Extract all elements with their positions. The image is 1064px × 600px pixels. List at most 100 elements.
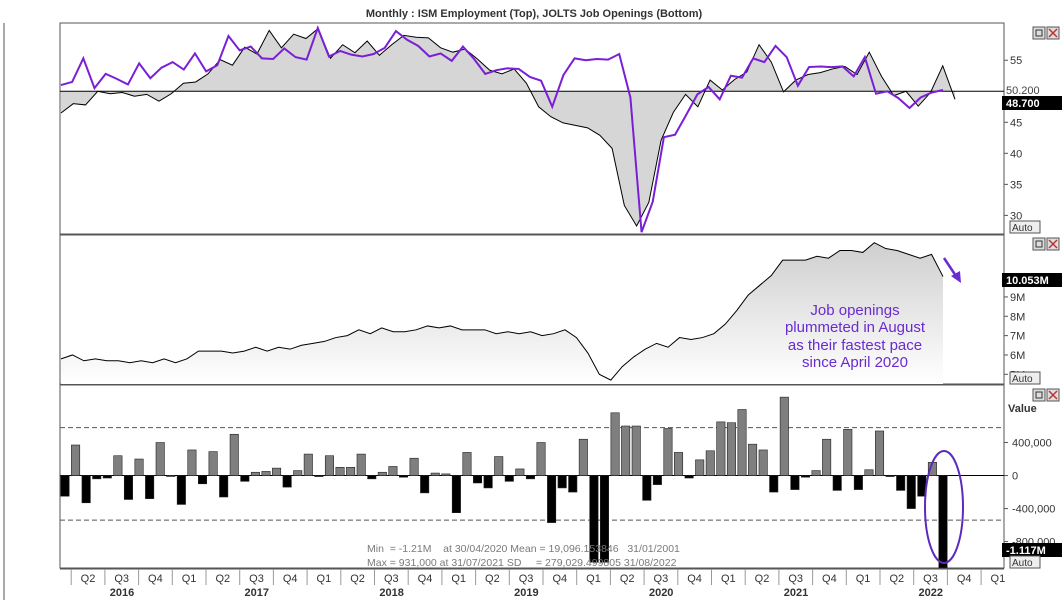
change-bar	[610, 412, 620, 476]
change-bar	[473, 475, 483, 484]
change-bar	[409, 457, 419, 476]
x-quarter-label: Q3	[249, 573, 264, 585]
change-bar	[451, 475, 461, 513]
ism-y-tick-label: 40	[1010, 148, 1022, 160]
x-quarter-label: Q2	[81, 573, 96, 585]
x-quarter-label: Q4	[687, 573, 702, 585]
panel-1-controls: Auto	[1009, 26, 1060, 234]
change-bar	[674, 452, 684, 476]
x-quarter-label: Q2	[485, 573, 500, 585]
change-bar	[737, 409, 747, 476]
ism-last-value-tag-bg	[1005, 84, 1063, 96]
panel-1-maximize-button[interactable]	[1032, 26, 1046, 40]
change-bar	[134, 458, 144, 476]
x-year-label: 2020	[649, 587, 673, 599]
change-bar	[430, 472, 440, 476]
change-bar	[864, 469, 874, 476]
x-year-label: 2018	[379, 587, 403, 599]
change-bar	[599, 475, 609, 563]
jolts-y-tick-label: 8M	[1010, 311, 1025, 323]
change-last-value-tag-bg	[1002, 543, 1062, 557]
stats-line-2: Max = 931,000 at 31/07/2021 SD = 279,029…	[367, 557, 677, 569]
change-bar	[303, 453, 313, 476]
change-bar	[790, 475, 800, 490]
change-bar	[324, 455, 334, 476]
x-quarter-label: Q2	[755, 573, 770, 585]
x-quarter-label: Q4	[283, 573, 298, 585]
ism-secondary-tag: 48.700	[1006, 98, 1040, 110]
change-bar	[293, 470, 303, 476]
change-bar	[335, 466, 345, 476]
change-bar	[906, 475, 916, 509]
panel-2-auto-button[interactable]	[1009, 371, 1041, 385]
change-bar	[102, 475, 112, 479]
change-bar	[726, 422, 736, 476]
panel-3-auto-button[interactable]	[1009, 555, 1041, 569]
annotation-line-4: since April 2020	[802, 354, 908, 371]
x-quarter-label: Q4	[552, 573, 567, 585]
x-quarter-label: Q2	[215, 573, 230, 585]
change-bar	[483, 475, 493, 489]
x-year-label: 2022	[919, 587, 943, 599]
change-bar	[145, 475, 155, 499]
change-bar	[60, 475, 70, 497]
annotation: Job openings plummeted in August as thei…	[785, 302, 926, 371]
change-bar	[166, 475, 176, 477]
x-quarter-label: Q3	[384, 573, 399, 585]
x-quarter-label: Q2	[350, 573, 365, 585]
ism-shaded-area	[61, 28, 955, 226]
change-bar	[208, 451, 218, 476]
ism-area-fill	[61, 28, 955, 226]
x-quarter-label: Q1	[586, 573, 601, 585]
change-bar	[896, 475, 906, 491]
change-bar	[695, 459, 705, 476]
x-quarter-label: Q4	[418, 573, 433, 585]
panel-2-maximize-button[interactable]	[1032, 237, 1046, 251]
x-axis: Q2 Q3 Q4 Q1 Q2 Q3 Q4 Q1 Q2 Q3 Q4 Q1 Q2 Q3 Q4 Q1 Q2 Q3 Q4 Q1…	[60, 568, 1006, 599]
change-bar	[853, 475, 863, 490]
change-bar	[642, 475, 652, 501]
change-bars	[60, 396, 948, 569]
x-quarter-label: Q1	[721, 573, 736, 585]
change-bar	[631, 425, 641, 476]
ism-y-axis: 30 35 40 45 55	[1004, 55, 1022, 222]
change-bar	[229, 433, 239, 476]
change-bar	[758, 449, 768, 476]
change-bar	[81, 475, 91, 504]
annotation-line-3: as their fastest pace	[788, 337, 922, 354]
x-quarter-label: Q1	[991, 573, 1006, 585]
change-bar	[938, 475, 948, 569]
ism-y-tick-label: 55	[1010, 55, 1022, 67]
change-bar	[705, 450, 715, 476]
change-bar	[800, 475, 810, 478]
change-bar	[621, 425, 631, 476]
x-quarter-label: Q4	[957, 573, 972, 585]
panel-3-auto-label: Auto	[1012, 558, 1033, 569]
x-quarter-label: Q2	[889, 573, 904, 585]
change-bar	[843, 429, 853, 476]
change-bar	[652, 475, 662, 485]
change-bar	[155, 442, 165, 476]
change-bar	[716, 421, 726, 476]
change-bar	[557, 475, 567, 489]
change-bar	[525, 475, 535, 480]
x-year-label: 2016	[110, 587, 134, 599]
x-quarter-label: Q1	[451, 573, 466, 585]
change-bar	[832, 475, 842, 491]
change-bar	[346, 466, 356, 476]
panel-1-auto-button[interactable]	[1009, 220, 1041, 234]
jolts-line	[60, 242, 944, 381]
x-quarter-label: Q4	[822, 573, 837, 585]
panel-3-maximize-button[interactable]	[1032, 388, 1046, 402]
change-bar	[875, 430, 885, 476]
change-y-tick-label: -400,000	[1012, 504, 1055, 516]
value-axis-label: Value	[1008, 403, 1037, 415]
jolts-last-value-tag: 10.053M	[1006, 275, 1049, 287]
change-bar	[779, 396, 789, 476]
change-bar	[536, 442, 546, 476]
change-bar	[663, 428, 673, 476]
jolts-y-tick-label: 9M	[1010, 292, 1025, 304]
annotation-arrow	[942, 257, 961, 283]
change-bar	[515, 468, 525, 476]
